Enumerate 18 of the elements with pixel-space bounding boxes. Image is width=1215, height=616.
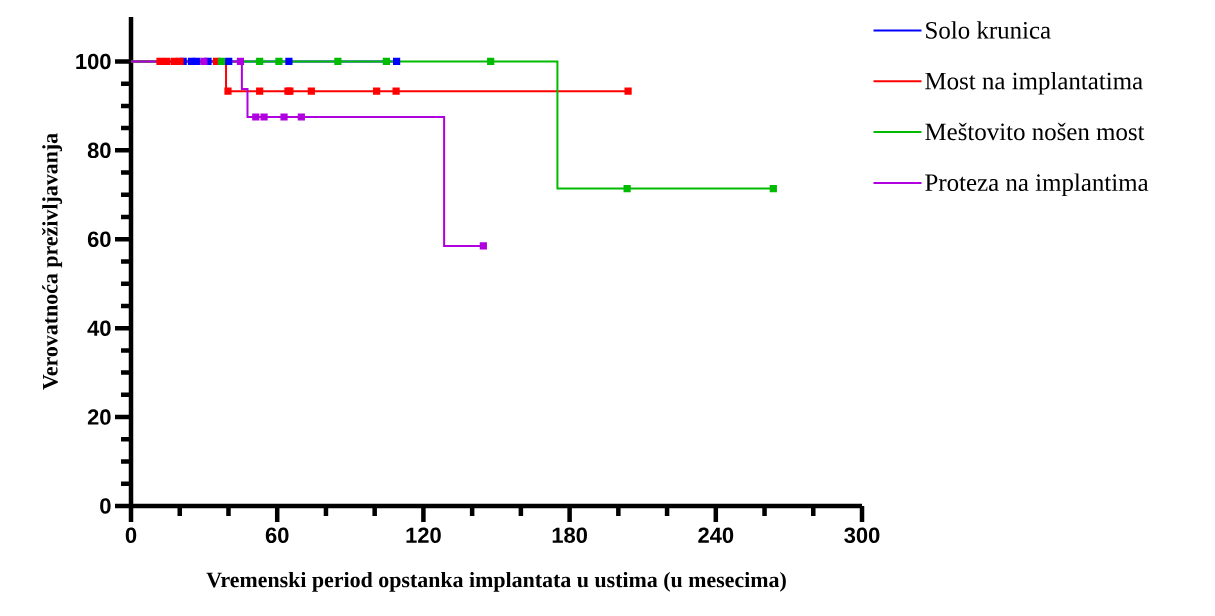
x-tick-label: 0: [125, 527, 137, 544]
legend-label: Proteza na implantima: [925, 173, 1149, 197]
x-tick-label: 60: [265, 527, 289, 544]
y-tick-label: 60: [87, 231, 111, 248]
y-tick-label: 40: [87, 320, 111, 336]
legend-label: Meštovito nošen most: [925, 122, 1145, 141]
x-tick-label: 300: [844, 527, 880, 544]
x-tick-label: 240: [698, 527, 734, 544]
x-tick-label: 180: [552, 527, 587, 544]
y-tick-label: 100: [76, 53, 111, 70]
x-tick-label: 120: [406, 527, 441, 544]
legend-label: Solo krunica: [926, 21, 1051, 39]
y-axis-title: Verovatnoća preživljavanja: [41, 133, 63, 390]
y-tick-label: 0: [100, 498, 111, 514]
x-axis-title: Vremenski period opstanka implantata u ustima (u mesecima): [206, 571, 786, 592]
legend-label: Most na implantatima: [925, 71, 1143, 95]
y-tick-label: 20: [87, 409, 111, 425]
y-tick-label: 80: [87, 142, 111, 159]
